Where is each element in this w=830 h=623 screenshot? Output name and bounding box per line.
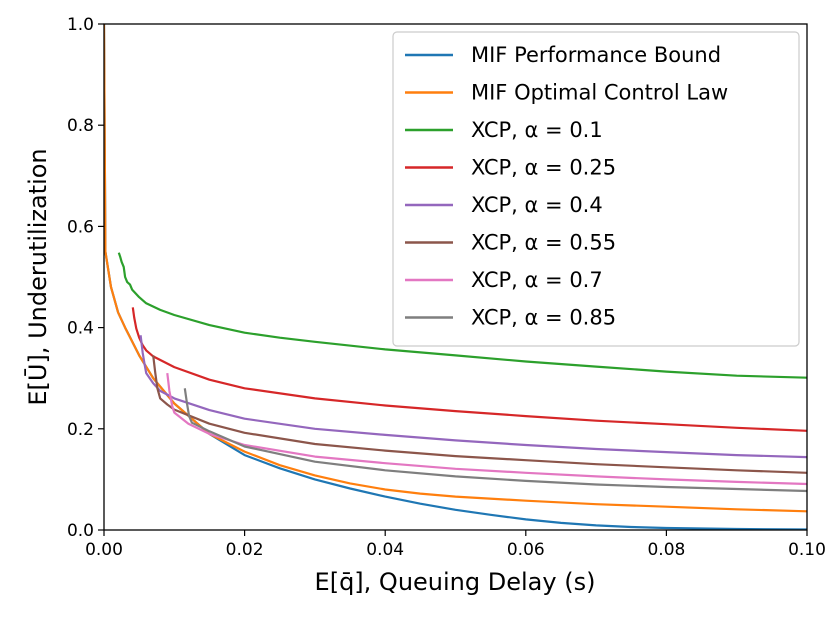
series-line-2 bbox=[117, 252, 807, 379]
legend-label-7: XCP, α = 0.85 bbox=[471, 306, 616, 330]
x-tick-label-3: 0.06 bbox=[507, 540, 545, 560]
legend-label-6: XCP, α = 0.7 bbox=[471, 268, 603, 292]
series-lines bbox=[104, 24, 807, 530]
y-tick-label-2: 0.4 bbox=[67, 319, 94, 339]
legend: MIF Performance Bound MIF Optimal Control… bbox=[392, 31, 800, 347]
series-line-1 bbox=[104, 24, 807, 513]
legend-label-0: MIF Performance Bound bbox=[471, 43, 721, 67]
x-tick-label-5: 0.10 bbox=[788, 540, 826, 560]
axis-ticks bbox=[98, 23, 808, 536]
plot-frame bbox=[103, 23, 808, 531]
y-tick-label-1: 0.2 bbox=[67, 420, 94, 440]
legend-box bbox=[392, 31, 800, 347]
y-tick-label-3: 0.6 bbox=[67, 217, 94, 237]
series-line-7 bbox=[183, 388, 807, 493]
x-axis-label: E[q̄], Queuing Delay (s) bbox=[315, 568, 596, 596]
series-line-5 bbox=[152, 355, 807, 474]
x-tick-label-1: 0.02 bbox=[226, 540, 264, 560]
x-tick-label-4: 0.08 bbox=[647, 540, 685, 560]
series-line-6 bbox=[166, 372, 807, 486]
series-line-3 bbox=[131, 307, 807, 432]
tick-labels: 0.00 0.02 0.04 0.06 0.08 0.10 0.0 0.2 0.4 0.6 0.8 1… bbox=[67, 15, 826, 560]
legend-label-2: XCP, α = 0.1 bbox=[471, 118, 603, 142]
y-tick-label-5: 1.0 bbox=[67, 15, 94, 35]
x-tick-label-2: 0.04 bbox=[366, 540, 404, 560]
y-tick-label-0: 0.0 bbox=[67, 521, 94, 541]
legend-label-5: XCP, α = 0.55 bbox=[471, 231, 616, 255]
y-tick-label-4: 0.8 bbox=[67, 116, 94, 136]
legend-label-1: MIF Optimal Control Law bbox=[471, 81, 728, 105]
y-axis-label: E[Ū], Underutilization bbox=[23, 148, 52, 405]
legend-label-3: XCP, α = 0.25 bbox=[471, 156, 616, 180]
x-tick-label-0: 0.00 bbox=[85, 540, 123, 560]
legend-label-4: XCP, α = 0.4 bbox=[471, 193, 603, 217]
series-line-4 bbox=[139, 335, 807, 459]
